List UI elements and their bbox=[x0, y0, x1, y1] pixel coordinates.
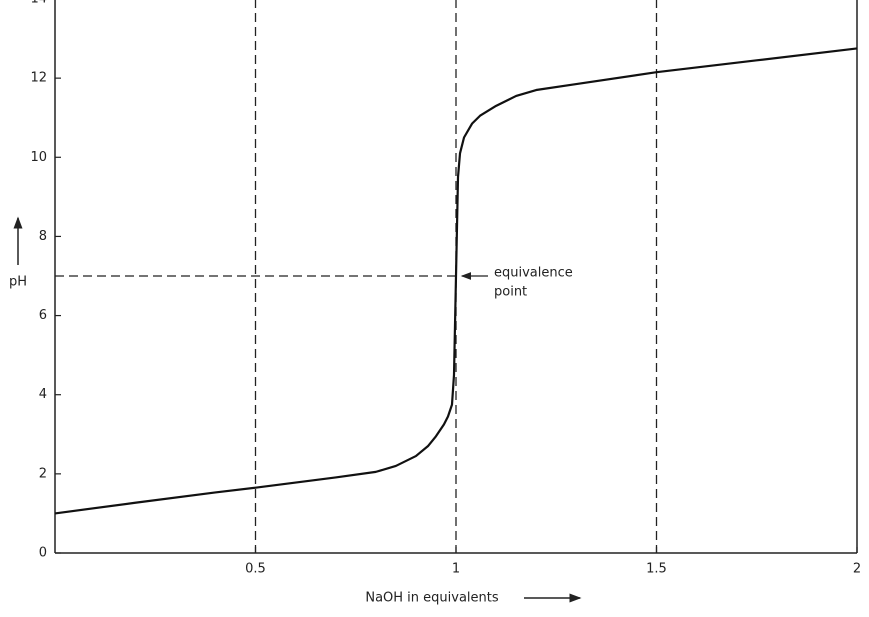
x-tick-label: 2 bbox=[853, 562, 861, 577]
y-tick-label: 4 bbox=[39, 387, 47, 402]
y-tick-label: 2 bbox=[39, 466, 47, 481]
annotation-text: point bbox=[494, 285, 527, 300]
y-axis-label: pH bbox=[9, 275, 27, 290]
x-tick-label: 0.5 bbox=[245, 562, 266, 577]
x-axis-label: NaOH in equivalents bbox=[365, 591, 499, 606]
y-tick-label: 14 bbox=[30, 0, 47, 7]
y-tick-label: 6 bbox=[39, 308, 47, 323]
x-tick-label: 1.5 bbox=[646, 562, 667, 577]
y-tick-label: 8 bbox=[39, 229, 47, 244]
curve bbox=[54, 47, 858, 515]
y-tick-label: 0 bbox=[39, 546, 47, 561]
x-tick-label: 1 bbox=[452, 562, 460, 577]
y-tick-label: 10 bbox=[30, 150, 47, 165]
annotation-text: equivalence bbox=[494, 266, 573, 281]
y-tick-label: 12 bbox=[30, 71, 47, 86]
